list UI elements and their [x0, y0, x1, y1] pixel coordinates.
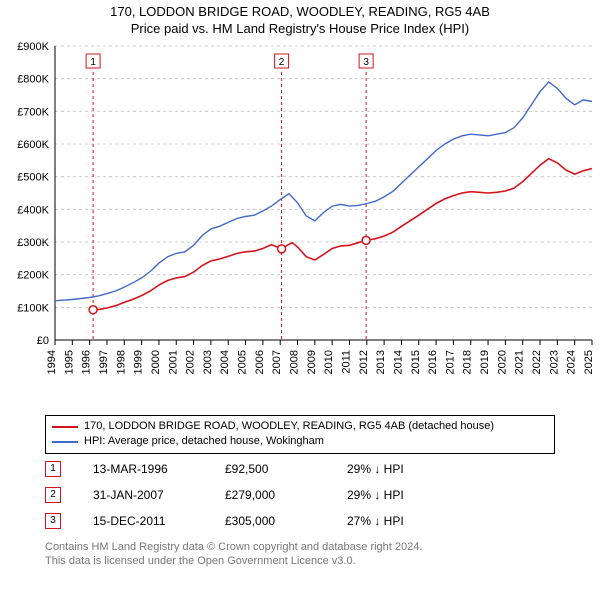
svg-text:2015: 2015: [410, 350, 422, 374]
svg-text:2009: 2009: [306, 350, 318, 374]
svg-text:2005: 2005: [237, 350, 249, 374]
svg-text:2002: 2002: [185, 350, 197, 374]
svg-text:1: 1: [90, 57, 96, 68]
title-main: 170, LODDON BRIDGE ROAD, WOODLEY, READIN…: [0, 4, 600, 21]
svg-text:£900K: £900K: [17, 41, 49, 53]
transaction-price: £305,000: [225, 514, 315, 528]
svg-text:2014: 2014: [392, 350, 404, 374]
svg-text:2016: 2016: [427, 350, 439, 374]
svg-text:2025: 2025: [583, 350, 595, 374]
svg-text:2019: 2019: [479, 350, 491, 374]
svg-text:2007: 2007: [271, 350, 283, 374]
svg-text:£400K: £400K: [17, 204, 49, 216]
legend-label: 170, LODDON BRIDGE ROAD, WOODLEY, READIN…: [84, 419, 494, 434]
legend-item: HPI: Average price, detached house, Woki…: [52, 434, 548, 449]
svg-text:2004: 2004: [219, 350, 231, 374]
transaction-marker: 3: [45, 513, 61, 529]
svg-text:2021: 2021: [514, 350, 526, 374]
svg-text:2003: 2003: [202, 350, 214, 374]
svg-text:2: 2: [279, 57, 285, 68]
svg-text:1996: 1996: [81, 350, 93, 374]
chart-area: £0 £100K £200K £300K £400K £500K £600K £700K £80…: [0, 40, 600, 410]
svg-text:£100K: £100K: [17, 302, 49, 314]
transaction-price: £279,000: [225, 488, 315, 502]
svg-text:2012: 2012: [358, 350, 370, 374]
svg-text:£800K: £800K: [17, 74, 49, 86]
footer-attribution: Contains HM Land Registry data © Crown c…: [45, 540, 422, 569]
footer-line-1: Contains HM Land Registry data © Crown c…: [45, 540, 422, 554]
legend-swatch: [52, 426, 78, 428]
chart-titles: 170, LODDON BRIDGE ROAD, WOODLEY, READIN…: [0, 0, 600, 38]
transaction-delta: 29% ↓ HPI: [347, 488, 467, 502]
transaction-list: 1 13-MAR-1996 £92,500 29% ↓ HPI 2 31-JAN-2007…: [45, 456, 467, 534]
svg-text:2020: 2020: [496, 350, 508, 374]
legend: 170, LODDON BRIDGE ROAD, WOODLEY, READIN…: [45, 415, 555, 454]
price-chart: £0 £100K £200K £300K £400K £500K £600K £700K £80…: [0, 40, 600, 410]
svg-text:1997: 1997: [98, 350, 110, 374]
svg-text:£200K: £200K: [17, 270, 49, 282]
legend-swatch: [52, 441, 78, 443]
svg-text:2017: 2017: [444, 350, 456, 374]
svg-text:£500K: £500K: [17, 172, 49, 184]
svg-text:2023: 2023: [548, 350, 560, 374]
transaction-row: 2 31-JAN-2007 £279,000 29% ↓ HPI: [45, 482, 467, 508]
transaction-row: 1 13-MAR-1996 £92,500 29% ↓ HPI: [45, 456, 467, 482]
svg-text:3: 3: [363, 57, 369, 68]
chart-page: 170, LODDON BRIDGE ROAD, WOODLEY, READIN…: [0, 0, 600, 590]
svg-text:1999: 1999: [133, 350, 145, 374]
series-hpi: [55, 82, 592, 301]
svg-text:2010: 2010: [323, 350, 335, 374]
transaction-price: £92,500: [225, 462, 315, 476]
svg-text:2008: 2008: [289, 350, 301, 374]
svg-text:£300K: £300K: [17, 237, 49, 249]
svg-text:2000: 2000: [150, 350, 162, 374]
svg-text:£600K: £600K: [17, 139, 49, 151]
footer-line-2: This data is licensed under the Open Gov…: [45, 554, 422, 568]
svg-text:£700K: £700K: [17, 106, 49, 118]
svg-text:1995: 1995: [63, 350, 75, 374]
svg-text:1998: 1998: [115, 350, 127, 374]
transaction-date: 15-DEC-2011: [93, 514, 193, 528]
svg-text:2024: 2024: [566, 350, 578, 374]
transaction-row: 3 15-DEC-2011 £305,000 27% ↓ HPI: [45, 508, 467, 534]
svg-text:£0: £0: [37, 335, 49, 347]
svg-text:2011: 2011: [340, 350, 352, 374]
series-property: [93, 159, 592, 310]
svg-text:2018: 2018: [462, 350, 474, 374]
transaction-date: 31-JAN-2007: [93, 488, 193, 502]
svg-text:2001: 2001: [167, 350, 179, 374]
svg-text:2022: 2022: [531, 350, 543, 374]
legend-label: HPI: Average price, detached house, Woki…: [84, 434, 324, 449]
transaction-marker: 1: [45, 461, 61, 477]
transaction-date: 13-MAR-1996: [93, 462, 193, 476]
svg-text:2013: 2013: [375, 350, 387, 374]
transaction-delta: 29% ↓ HPI: [347, 462, 467, 476]
svg-text:2006: 2006: [254, 350, 266, 374]
svg-text:1994: 1994: [46, 350, 58, 374]
legend-item: 170, LODDON BRIDGE ROAD, WOODLEY, READIN…: [52, 419, 548, 434]
transaction-delta: 27% ↓ HPI: [347, 514, 467, 528]
title-sub: Price paid vs. HM Land Registry's House …: [0, 21, 600, 38]
transaction-marker: 2: [45, 487, 61, 503]
